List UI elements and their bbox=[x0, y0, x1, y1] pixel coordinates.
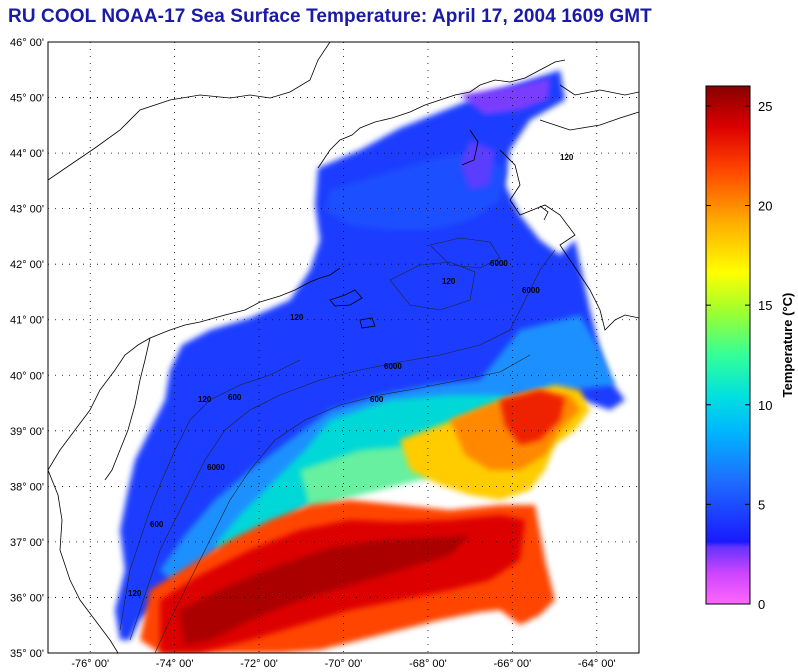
isobath-label: 6000 bbox=[522, 286, 540, 295]
colorbar-tick-label: 25 bbox=[758, 99, 772, 114]
colorbar-title: Temperature (°C) bbox=[780, 293, 795, 398]
map-title: RU COOL NOAA-17 Sea Surface Temperature:… bbox=[8, 6, 652, 27]
longitude-tick-label: -70° 00' bbox=[325, 658, 363, 670]
isobath-label: 120 bbox=[442, 277, 456, 286]
longitude-tick-label: -68° 00' bbox=[409, 658, 447, 670]
isobath-label: 600 bbox=[150, 520, 164, 529]
longitude-tick-label: -72° 00' bbox=[240, 658, 278, 670]
longitude-tick-label: -76° 00' bbox=[71, 658, 109, 670]
latitude-tick-label: 40° 00' bbox=[10, 370, 44, 382]
isobath-label: 120 bbox=[290, 313, 304, 322]
colorbar-tick-label: 10 bbox=[758, 398, 772, 413]
isobath-labels: 6000 6000 6000 6000 600 600 600 120 120 … bbox=[128, 153, 574, 598]
isobath-label: 6000 bbox=[490, 259, 508, 268]
isobaths bbox=[119, 237, 556, 653]
colorbar-tick-label: 5 bbox=[758, 497, 765, 512]
isobath-label: 6000 bbox=[384, 362, 402, 371]
latitude-tick-label: 39° 00' bbox=[10, 426, 44, 438]
latitude-tick-label: 42° 00' bbox=[10, 259, 44, 271]
latitude-tick-label: 46° 00' bbox=[10, 37, 44, 49]
longitude-tick-label: -66° 00' bbox=[494, 658, 532, 670]
isobath-label: 600 bbox=[228, 393, 242, 402]
latitude-tick-label: 45° 00' bbox=[10, 93, 44, 105]
latitude-tick-label: 41° 00' bbox=[10, 315, 44, 327]
colorbar-ticks: 0 5 10 15 20 25 bbox=[706, 99, 772, 612]
colorbar-tick-label: 15 bbox=[758, 298, 772, 313]
longitude-labels: -76° 00' -74° 00' -72° 00' -70° 00' -68° 00'… bbox=[71, 658, 615, 670]
latitude-tick-label: 37° 00' bbox=[10, 537, 44, 549]
longitude-tick-label: -74° 00' bbox=[156, 658, 194, 670]
isobath-label: 120 bbox=[128, 589, 142, 598]
latitude-tick-label: 43° 00' bbox=[10, 204, 44, 216]
colorbar-tick-label: 20 bbox=[758, 199, 772, 214]
coastline bbox=[48, 42, 639, 653]
isobath-label: 120 bbox=[198, 395, 212, 404]
sst-imagery bbox=[115, 70, 639, 653]
latitude-tick-label: 44° 00' bbox=[10, 148, 44, 160]
isobath-label: 6000 bbox=[207, 463, 225, 472]
latitude-tick-label: 38° 00' bbox=[10, 481, 44, 493]
latitude-tick-label: 35° 00' bbox=[10, 648, 44, 660]
isobath-label: 120 bbox=[560, 153, 574, 162]
graticule bbox=[48, 42, 639, 653]
longitude-tick-label: -64° 00' bbox=[578, 658, 616, 670]
map-border bbox=[47, 41, 640, 654]
colorbar-gradient bbox=[705, 85, 751, 605]
colorbar-tick-label: 0 bbox=[758, 597, 765, 612]
isobath-label: 600 bbox=[370, 395, 384, 404]
latitude-tick-label: 36° 00' bbox=[10, 592, 44, 604]
colorbar: 0 5 10 15 20 25 Temperature (°C) bbox=[705, 85, 795, 612]
latitude-labels: 46° 00' 45° 00' 44° 00' 43° 00' 42° 00' 41° 0… bbox=[10, 37, 44, 660]
